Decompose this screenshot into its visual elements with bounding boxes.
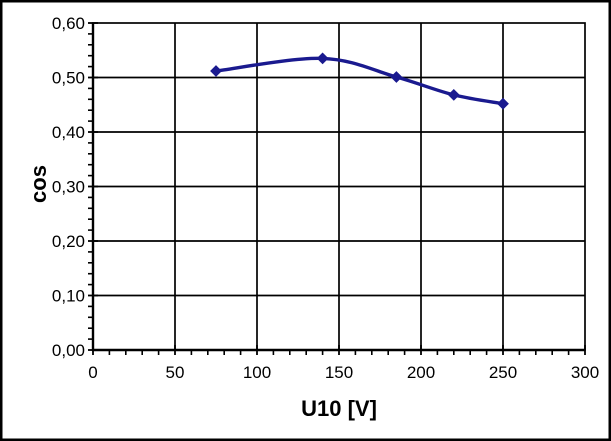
y-tick-label: 0,50 [52,69,85,88]
data-point-marker [497,97,509,110]
y-axis-title: cos [26,165,51,203]
y-tick-label: 0,00 [52,341,85,360]
data-series [210,52,509,110]
tick-labels: 0 50 100 150 200 250 300 0,00 0,10 0,20 0,30 0,40 0,… [52,14,599,382]
x-tick-label: 300 [571,363,599,382]
x-tick-label: 50 [166,363,185,382]
data-point-marker [390,71,403,83]
data-point-marker [316,52,329,65]
x-tick-label: 150 [325,363,353,382]
x-tick-label: 100 [243,363,271,382]
x-axis-title: U10 [V] [301,396,377,421]
series-line [214,56,505,106]
axis-ticks [88,22,586,355]
x-tick-label: 0 [88,363,97,382]
data-point-marker [447,88,460,101]
y-tick-label: 0,30 [52,178,85,197]
x-tick-label: 200 [407,363,435,382]
y-tick-label: 0,40 [52,123,85,142]
gridlines [92,22,586,351]
y-tick-label: 0,60 [52,14,85,33]
y-tick-label: 0,10 [52,287,85,306]
y-tick-label: 0,20 [52,232,85,251]
x-tick-label: 250 [489,363,517,382]
data-point-marker [210,65,222,77]
